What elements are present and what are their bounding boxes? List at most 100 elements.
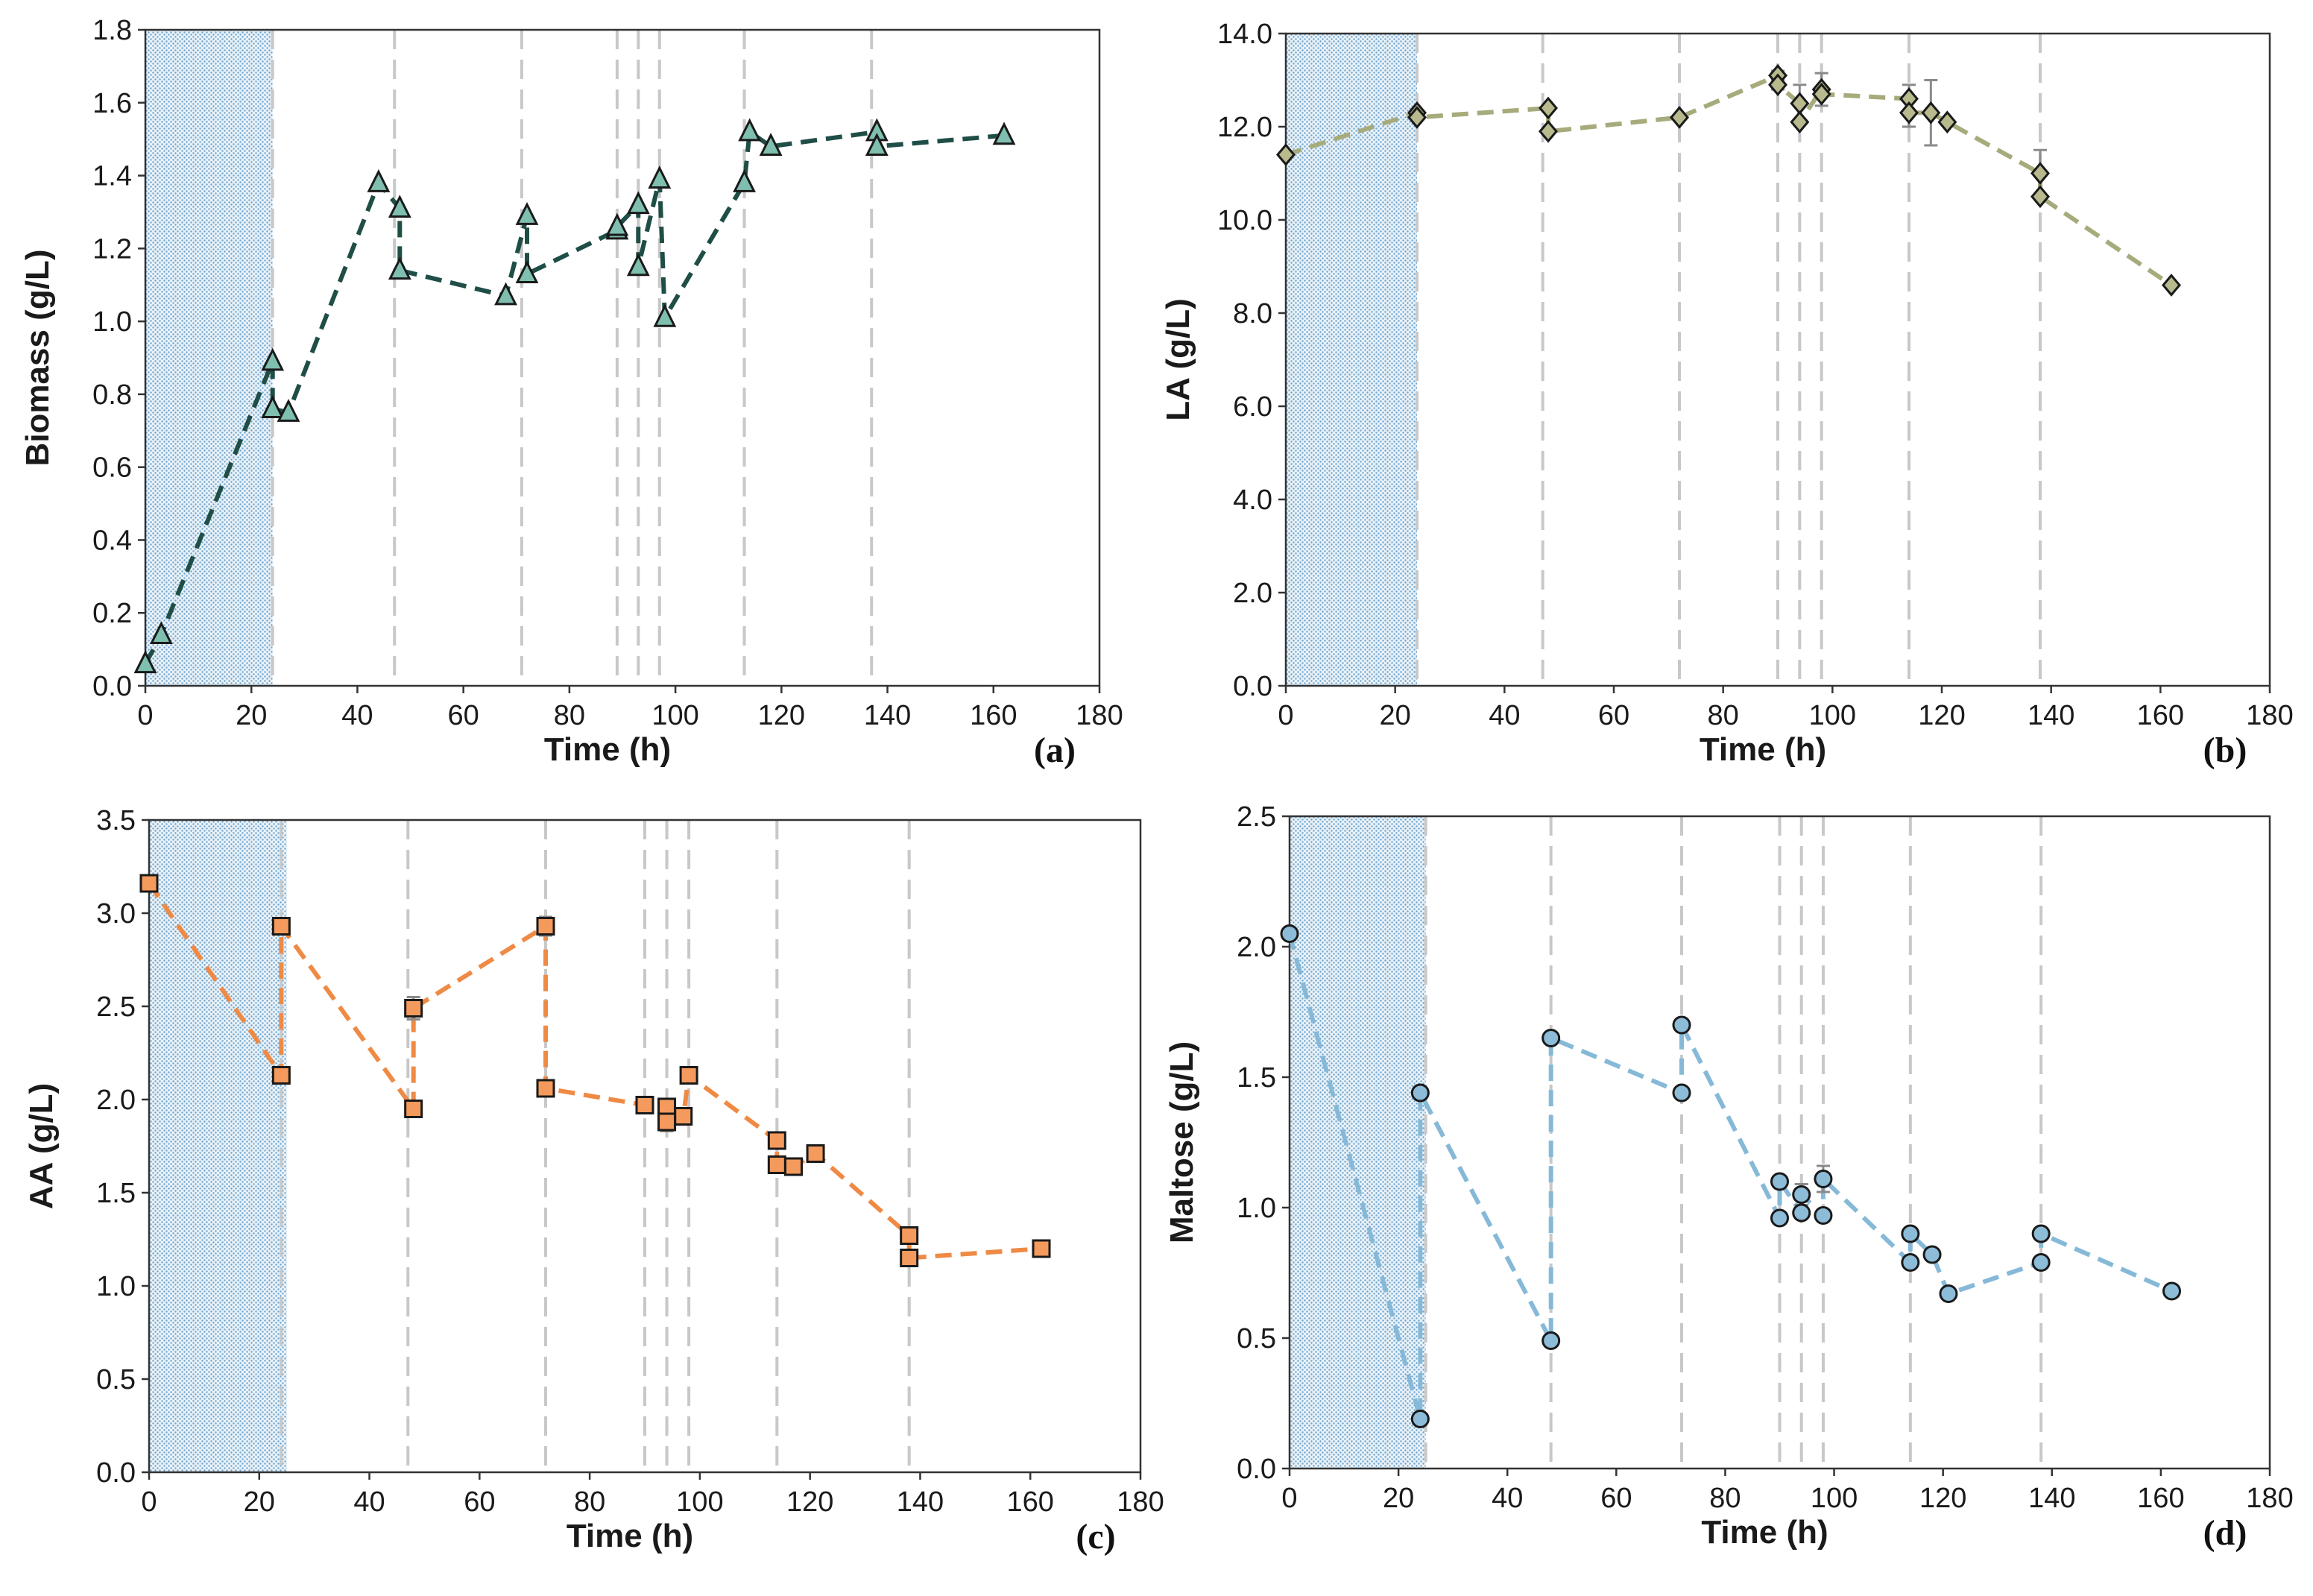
x-tick-label: 180 xyxy=(1076,700,1123,731)
y-tick-label: 0.0 xyxy=(1237,1454,1276,1485)
y-tick-label: 3.5 xyxy=(96,805,136,836)
x-tick-label: 160 xyxy=(1007,1486,1054,1518)
x-tick-label: 120 xyxy=(786,1486,833,1518)
data-point xyxy=(1922,1245,1942,1264)
y-tick-label: 2.5 xyxy=(1237,801,1276,833)
data-point xyxy=(1899,101,1919,124)
data-point xyxy=(139,874,159,893)
x-tick-label: 20 xyxy=(1380,700,1411,731)
data-point xyxy=(1670,106,1689,129)
shaded-batch-region xyxy=(149,820,287,1472)
x-tick-label: 140 xyxy=(897,1486,944,1518)
x-tick-label: 100 xyxy=(651,700,698,731)
x-tick-label: 20 xyxy=(236,700,267,731)
x-tick-label: 60 xyxy=(464,1486,495,1518)
data-point xyxy=(1939,1284,1958,1303)
y-tick-label: 1.8 xyxy=(92,15,132,46)
data-point xyxy=(1790,110,1810,134)
plot-frame xyxy=(148,818,1142,1474)
x-tick-label: 160 xyxy=(970,700,1017,731)
data-point xyxy=(2030,185,2050,209)
x-tick-label: 100 xyxy=(676,1486,723,1518)
x-tick-label: 160 xyxy=(2137,1483,2184,1514)
panel-a: 0.0 0.2 0.4 0.6 0.8 1.0 1.2 1.4 1.6 1.8 0 20 40 60 80 1… xyxy=(19,15,1123,770)
data-point xyxy=(657,1112,677,1132)
y-tick-label: 0.4 xyxy=(92,525,132,556)
data-point xyxy=(1770,1172,1789,1191)
x-tick-label: 60 xyxy=(1598,700,1629,731)
data-point xyxy=(277,398,300,422)
data-point xyxy=(536,1079,555,1098)
data-point xyxy=(767,1131,786,1150)
x-tick-label: 140 xyxy=(2028,1483,2075,1514)
y-tick-label: 1.6 xyxy=(92,88,132,119)
data-point xyxy=(1539,96,1558,120)
data-point xyxy=(806,1144,825,1163)
data-point xyxy=(626,191,650,215)
data-point xyxy=(784,1157,803,1176)
data-point xyxy=(1410,1410,1430,1428)
plot-frame xyxy=(1284,32,2271,687)
y-tick-label: 3.0 xyxy=(96,898,136,930)
y-tick-label: 0.6 xyxy=(92,452,132,484)
x-tick-label: 80 xyxy=(554,700,585,731)
y-tick-label: 2.0 xyxy=(1237,932,1276,963)
data-point xyxy=(1814,1206,1833,1225)
panel-label: (b) xyxy=(2203,731,2247,770)
panel-c: 0.0 0.5 1.0 1.5 2.0 2.5 3.0 3.5 0 20 40 60 80 100 120 1… xyxy=(23,805,1164,1556)
x-tick-label: 40 xyxy=(1492,1483,1523,1514)
x-tick-label: 0 xyxy=(137,700,153,731)
y-tick-label: 2.5 xyxy=(96,991,136,1023)
data-point xyxy=(648,165,672,189)
y-tick-label: 1.0 xyxy=(1237,1193,1276,1224)
data-point xyxy=(738,118,762,142)
y-tick-label: 2.0 xyxy=(96,1085,136,1116)
data-point xyxy=(1768,73,1787,97)
y-tick-label: 2.0 xyxy=(1233,578,1272,609)
x-tick-label: 0 xyxy=(1281,1483,1297,1514)
x-tick-label: 20 xyxy=(1383,1483,1414,1514)
x-tick-label: 140 xyxy=(2028,700,2074,731)
y-tick-label: 1.2 xyxy=(92,233,132,265)
shaded-batch-region xyxy=(145,30,273,686)
data-point xyxy=(1032,1239,1051,1258)
y-axis-title: LA (g/L) xyxy=(1160,298,1196,421)
x-tick-label: 80 xyxy=(574,1486,605,1518)
x-tick-label: 40 xyxy=(353,1486,385,1518)
x-axis-title: Time (h) xyxy=(1700,731,1826,768)
y-tick-label: 1.4 xyxy=(92,161,132,192)
y-tick-label: 0.5 xyxy=(1237,1323,1276,1354)
panel-d: 0.0 0.5 1.0 1.5 2.0 2.5 0 20 40 60 80 100 120 140 160 1… xyxy=(1164,801,2294,1553)
x-tick-label: 180 xyxy=(1117,1486,1164,1518)
data-point xyxy=(1901,1224,1920,1243)
data-point xyxy=(2031,1253,2051,1272)
x-tick-label: 180 xyxy=(2246,1483,2293,1514)
x-tick-label: 40 xyxy=(1489,700,1520,731)
data-point xyxy=(1410,1083,1430,1103)
data-point xyxy=(759,133,783,156)
data-point xyxy=(404,999,423,1018)
data-point xyxy=(2030,162,2050,185)
data-point xyxy=(1280,924,1299,943)
data-point xyxy=(271,917,291,936)
data-point xyxy=(1539,119,1558,143)
data-point xyxy=(1814,1170,1833,1188)
y-tick-label: 12.0 xyxy=(1217,112,1272,143)
y-tick-label: 0.2 xyxy=(92,598,132,629)
data-point xyxy=(515,260,539,284)
y-tick-label: 0.0 xyxy=(1233,671,1272,702)
data-point xyxy=(900,1249,919,1267)
x-tick-label: 160 xyxy=(2137,700,2184,731)
y-tick-label: 0.0 xyxy=(96,1457,136,1489)
x-tick-label: 0 xyxy=(1278,700,1293,731)
data-point xyxy=(605,212,629,236)
y-tick-label: 0.5 xyxy=(96,1364,136,1395)
x-tick-label: 140 xyxy=(864,700,911,731)
y-tick-label: 6.0 xyxy=(1233,391,1272,423)
data-point xyxy=(1792,1203,1811,1223)
data-point xyxy=(733,168,756,192)
y-axis-title: Biomass (g/L) xyxy=(19,250,56,467)
data-point xyxy=(2162,1281,2181,1301)
y-tick-label: 1.5 xyxy=(96,1178,136,1209)
y-tick-label: 1.5 xyxy=(1237,1062,1276,1094)
